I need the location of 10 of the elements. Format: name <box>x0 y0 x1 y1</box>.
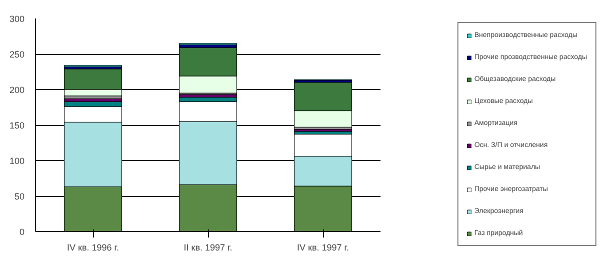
y-tick-label: 150 <box>9 120 25 130</box>
x-tick-label: IV кв. 1996 г. <box>67 242 119 252</box>
x-tick-label: II кв. 1997 г. <box>184 242 232 252</box>
y-tick-label: 0 <box>19 227 25 237</box>
x-tick-label: IV кв. 1997 г. <box>297 242 349 252</box>
y-tick-label: 50 <box>14 192 25 202</box>
y-tick-label: 100 <box>9 156 25 166</box>
y-tick-label: 250 <box>9 50 25 60</box>
y-tick-label: 200 <box>9 85 25 95</box>
y-tick-label: 300 <box>9 14 25 24</box>
